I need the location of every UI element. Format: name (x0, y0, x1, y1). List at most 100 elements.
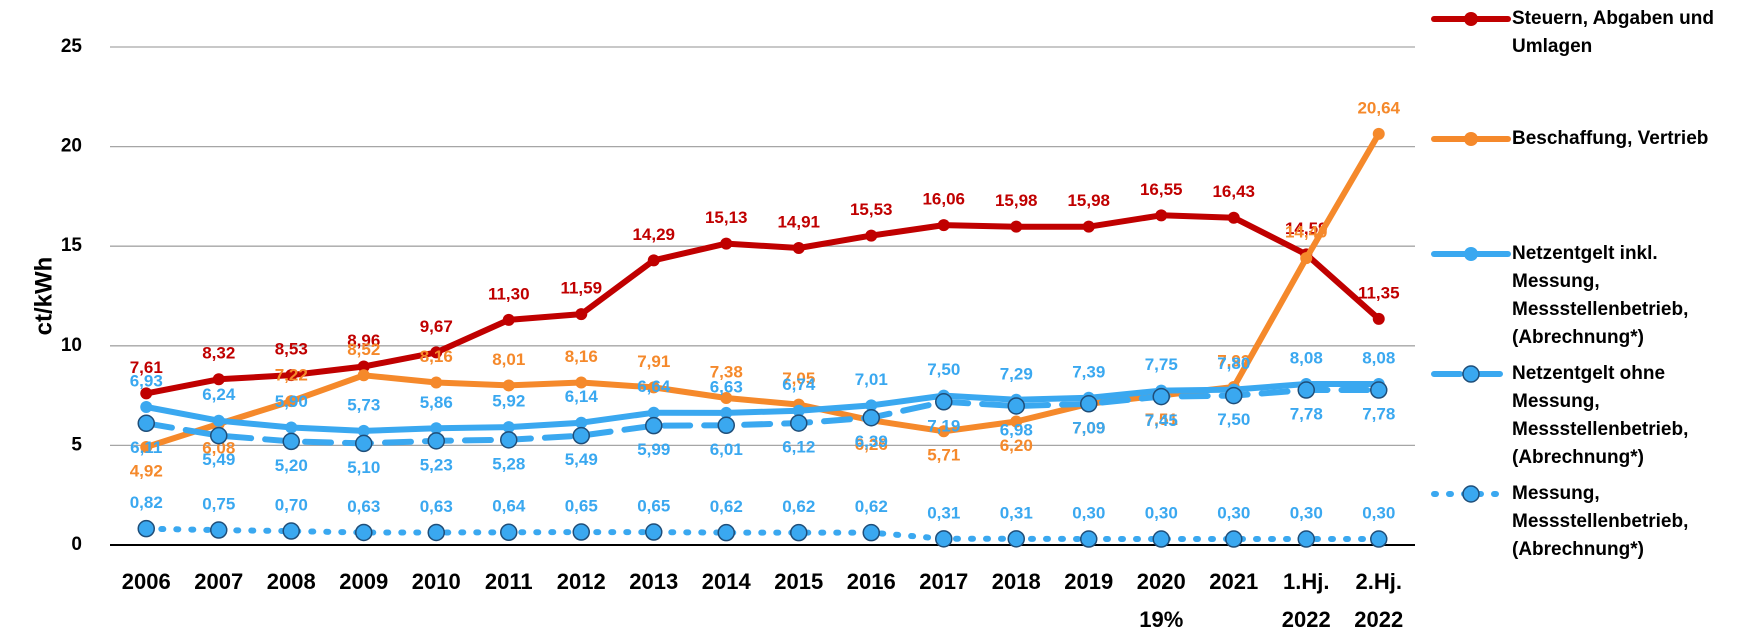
data-label: 7,78 (1290, 405, 1323, 424)
data-label: 0,62 (710, 497, 743, 516)
marker (427, 432, 445, 450)
series-line (143, 381, 1382, 434)
data-label: 7,09 (1072, 418, 1105, 437)
legend-entry: Netzentgelt inkl. Messung, Messstellenbe… (1430, 240, 1727, 352)
legend-swatch (1431, 12, 1511, 26)
data-label: 6,20 (1000, 436, 1033, 455)
marker (502, 313, 515, 326)
x-tick-label: 2007 (194, 569, 243, 594)
legend-swatch (1431, 247, 1511, 261)
data-label: 7,05 (782, 369, 815, 388)
data-label: 0,30 (1072, 504, 1105, 523)
x-tick-label: 2015 (774, 569, 823, 594)
x-tick-label: 19% (1139, 607, 1183, 632)
legend-label: Netzentgelt ohne Messung, Messstellenbet… (1512, 363, 1689, 468)
y-tick-label: 20 (61, 136, 82, 157)
data-label: 0,31 (1000, 503, 1033, 522)
marker (430, 422, 443, 435)
data-label: 7,61 (130, 358, 163, 377)
marker (575, 376, 588, 389)
data-label: 0,31 (927, 503, 960, 522)
data-label: 5,23 (420, 455, 453, 474)
marker (137, 519, 155, 538)
marker (1227, 211, 1240, 224)
data-label: 14,59 (1285, 219, 1328, 238)
marker (1225, 530, 1243, 548)
data-label: 5,90 (275, 392, 308, 411)
legend-marker (1464, 12, 1478, 26)
data-label: 16,43 (1212, 182, 1255, 201)
marker (790, 523, 808, 542)
data-label: 5,86 (420, 393, 453, 412)
data-label: 0,82 (130, 493, 163, 512)
legend-label: Beschaffung, Vertrieb (1512, 128, 1709, 149)
marker (210, 521, 228, 539)
data-label: 14,29 (632, 225, 675, 244)
data-label: 7,50 (927, 360, 960, 379)
data-label: 7,09 (1072, 418, 1105, 437)
data-label: 6,01 (710, 440, 743, 459)
marker (1225, 386, 1243, 405)
marker (140, 387, 153, 400)
marker (285, 369, 298, 382)
marker (140, 400, 153, 413)
data-label: 7,45 (1145, 411, 1178, 430)
data-label: 7,29 (1000, 364, 1033, 383)
marker (1155, 209, 1168, 222)
data-label: 5,99 (637, 440, 670, 459)
legend-marker (1464, 132, 1478, 146)
marker (647, 254, 660, 267)
marker (430, 346, 443, 359)
marker (427, 523, 445, 542)
marker (717, 523, 735, 542)
marker (1372, 312, 1385, 325)
marker (792, 404, 805, 417)
data-label: 7,75 (1145, 355, 1178, 374)
marker (647, 406, 660, 419)
y-tick-label: 5 (71, 434, 82, 455)
marker (1152, 530, 1170, 548)
marker (1080, 395, 1098, 413)
marker (720, 391, 733, 404)
marker (357, 369, 370, 382)
data-label: 8,08 (1362, 349, 1395, 368)
x-tick-label: 2021 (1209, 569, 1258, 594)
x-tick-label: 2020 (1137, 569, 1186, 594)
marker (430, 376, 443, 389)
marker (285, 421, 298, 434)
x-tick-label: 2009 (339, 569, 388, 594)
marker (1370, 530, 1388, 548)
marker (865, 229, 878, 242)
marker (572, 426, 590, 445)
data-label: 6,24 (202, 385, 236, 404)
data-label: 6,12 (782, 438, 815, 457)
marker (1007, 530, 1025, 548)
marker (140, 440, 153, 453)
marker (502, 421, 515, 434)
data-label: 7,19 (927, 416, 960, 435)
marker (355, 434, 373, 453)
data-label: 0,62 (782, 497, 815, 516)
data-label: 7,78 (1362, 405, 1395, 424)
data-label: 6,39 (855, 432, 888, 451)
marker (355, 523, 373, 542)
legend-entry: Messung, Messstellenbetrieb, (Abrechnung… (1430, 480, 1727, 564)
marker (1372, 127, 1385, 140)
legend-swatch (1431, 132, 1511, 146)
data-label: 15,53 (850, 200, 893, 219)
series-line (143, 525, 1382, 542)
marker (357, 360, 370, 373)
y-tick-label: 15 (61, 235, 83, 256)
data-label: 8,53 (275, 340, 308, 359)
marker (137, 414, 155, 433)
marker (285, 395, 298, 408)
data-label: 16,55 (1140, 180, 1183, 199)
marker (935, 393, 953, 411)
data-label: 8,96 (347, 331, 380, 350)
marker (645, 416, 663, 435)
data-label: 6,26 (855, 435, 888, 454)
legend-marker (1462, 485, 1480, 503)
marker (1152, 387, 1170, 406)
data-label: 14,91 (777, 212, 820, 231)
